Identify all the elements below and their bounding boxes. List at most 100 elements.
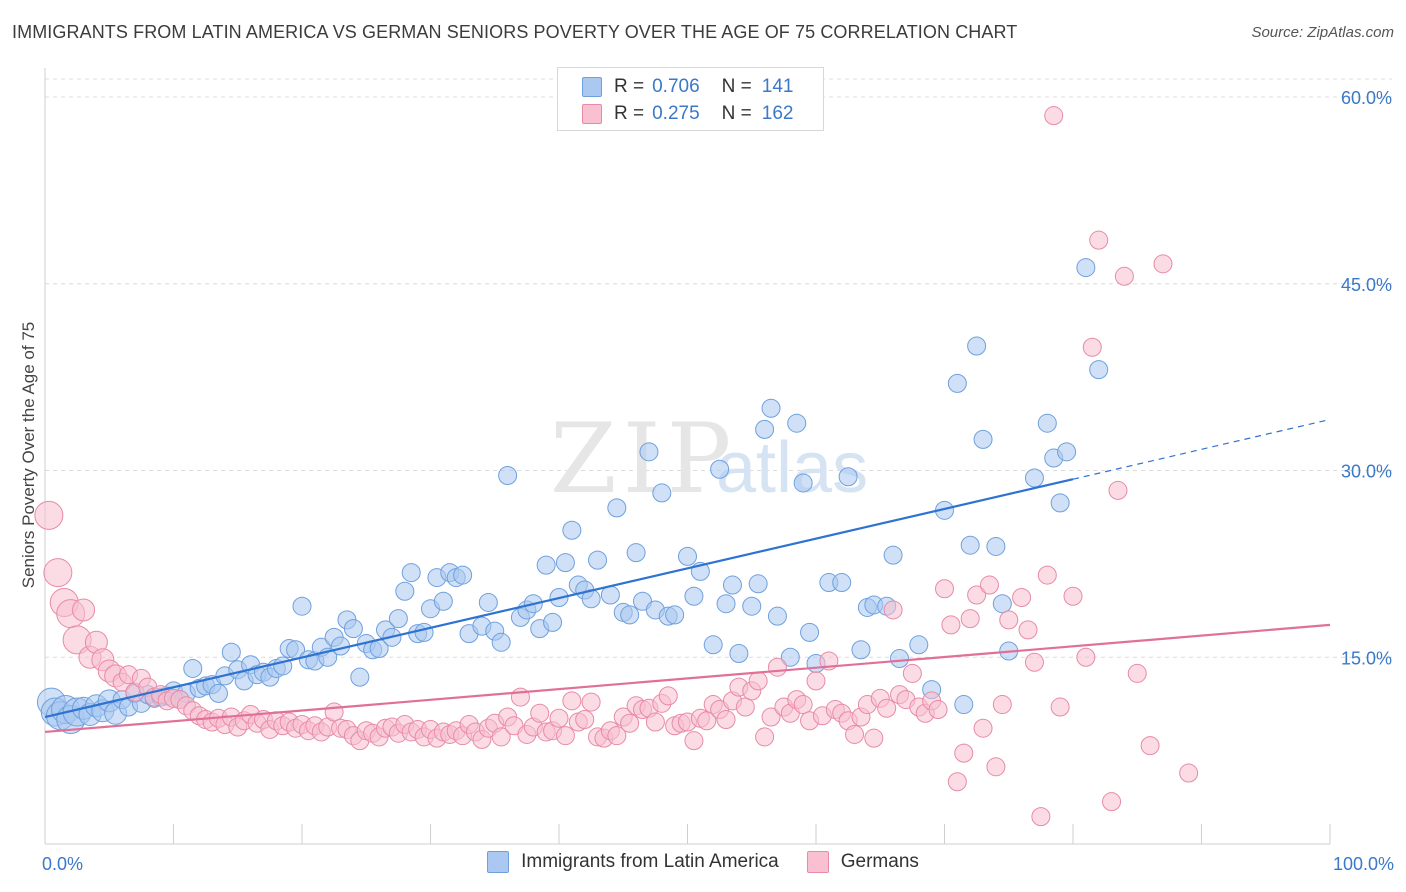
point-germans: [645, 712, 665, 732]
point-germans: [1076, 647, 1096, 667]
point-germans: [877, 698, 897, 718]
point-germans: [935, 579, 954, 599]
point-immigrants: [1076, 258, 1096, 278]
point-germans: [658, 686, 678, 706]
point-immigrants: [395, 581, 415, 601]
point-germans: [491, 727, 511, 747]
point-immigrants: [909, 635, 929, 655]
point-immigrants: [388, 609, 408, 629]
point-immigrants: [986, 536, 1006, 556]
point-immigrants: [767, 606, 787, 626]
grid-lines: [45, 78, 1392, 658]
point-immigrants: [414, 622, 434, 642]
point-germans: [986, 757, 1006, 777]
legend-row-germans: R = 0.275 N = 162: [582, 101, 793, 127]
point-germans: [979, 575, 999, 595]
point-germans: [324, 702, 344, 722]
point-immigrants: [498, 465, 518, 485]
point-immigrants: [832, 573, 852, 593]
point-immigrants: [967, 336, 987, 356]
legend-r-value: 0.706: [652, 76, 700, 97]
point-germans: [954, 743, 974, 763]
series-legend: Immigrants from Latin America Germans: [0, 851, 1406, 873]
legend-r-label: R =: [614, 76, 645, 97]
point-germans: [1018, 620, 1038, 640]
point-germans: [72, 598, 96, 622]
point-germans: [1102, 792, 1122, 812]
point-germans: [562, 691, 582, 711]
source-label: Source: ZipAtlas.com: [1251, 24, 1394, 41]
point-germans: [1082, 337, 1102, 357]
point-germans: [992, 695, 1012, 715]
tick-labels: 15.0% 30.0% 45.0% 60.0% 0.0% 100.0%: [42, 88, 1394, 874]
point-germans: [767, 657, 787, 677]
point-germans: [735, 697, 755, 717]
series-label-immigrants: Immigrants from Latin America: [521, 851, 779, 872]
point-germans: [1108, 480, 1128, 500]
point-germans: [555, 726, 575, 746]
point-germans: [575, 710, 595, 729]
point-germans: [1044, 106, 1064, 126]
point-germans: [928, 700, 948, 720]
point-immigrants: [1024, 468, 1044, 488]
point-germans: [1153, 254, 1173, 274]
point-immigrants: [954, 695, 974, 715]
point-immigrants: [761, 398, 781, 418]
point-germans: [864, 728, 884, 748]
point-germans: [697, 711, 717, 731]
point-immigrants: [947, 373, 967, 393]
point-immigrants: [652, 483, 672, 503]
point-germans: [748, 671, 768, 691]
point-immigrants: [716, 594, 736, 614]
point-germans: [973, 718, 993, 738]
legend-r-label: R =: [614, 103, 645, 124]
point-immigrants: [684, 586, 704, 606]
watermark-atlas: atlas: [716, 428, 868, 508]
legend-n-label: N =: [721, 103, 752, 124]
point-germans: [1012, 587, 1032, 607]
point-immigrants: [555, 553, 575, 573]
point-germans: [806, 671, 826, 691]
point-immigrants: [350, 667, 370, 687]
stats-legend: R = 0.706 N = 141 R = 0.275 N = 162: [557, 67, 824, 131]
point-immigrants: [292, 596, 312, 616]
point-germans: [999, 610, 1019, 630]
point-germans: [1140, 736, 1160, 756]
watermark: ZIP atlas: [550, 403, 868, 515]
point-germans: [947, 772, 967, 792]
point-immigrants: [491, 632, 511, 652]
point-immigrants: [800, 622, 820, 642]
point-immigrants: [183, 658, 203, 678]
watermark-zip: ZIP: [550, 403, 737, 515]
point-immigrants: [973, 429, 993, 449]
series-label-germans: Germans: [840, 851, 919, 872]
point-immigrants: [401, 563, 421, 583]
point-immigrants: [787, 413, 807, 433]
point-immigrants: [665, 605, 685, 625]
point-immigrants: [890, 648, 910, 668]
point-immigrants: [221, 642, 241, 662]
point-germans: [716, 710, 736, 729]
point-immigrants: [883, 545, 903, 565]
point-germans: [43, 558, 73, 588]
point-germans: [960, 609, 980, 629]
point-germans: [761, 707, 781, 727]
trend-line-germans: [44, 623, 1331, 734]
point-germans: [34, 500, 64, 530]
point-immigrants: [748, 574, 768, 594]
legend-row-immigrants: R = 0.706 N = 141: [582, 74, 793, 100]
point-germans: [1179, 763, 1199, 783]
point-immigrants: [710, 459, 730, 479]
point-germans: [684, 731, 704, 751]
legend-n-value: 162: [761, 103, 794, 124]
point-immigrants: [331, 636, 351, 656]
point-germans: [1031, 807, 1051, 827]
trend-lines: [44, 418, 1331, 734]
point-germans: [581, 692, 601, 712]
point-immigrants: [992, 594, 1012, 614]
chart-title: IMMIGRANTS FROM LATIN AMERICA VS GERMAN …: [12, 22, 1018, 42]
point-germans: [607, 726, 627, 746]
point-germans: [941, 615, 961, 635]
point-germans: [620, 713, 640, 733]
